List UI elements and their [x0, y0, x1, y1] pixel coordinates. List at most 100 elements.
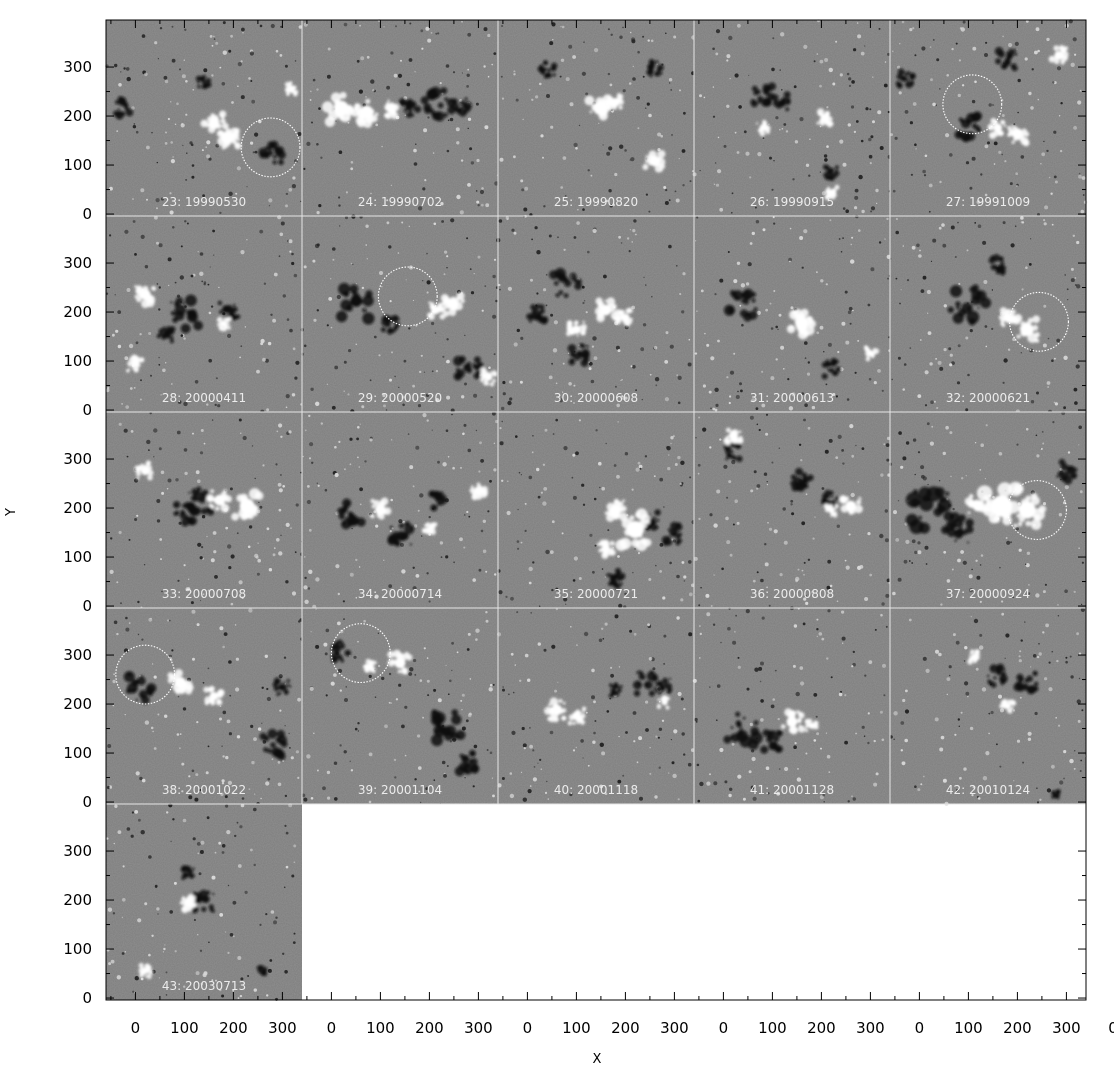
- network-speck: [280, 221, 285, 226]
- network-speck: [183, 337, 186, 340]
- magnetogram-panel: 29: 20000520: [300, 214, 499, 414]
- network-speck: [760, 661, 764, 666]
- positive-polarity-core: [360, 105, 374, 119]
- negative-polarity-patch: [174, 510, 180, 516]
- network-speck: [649, 772, 652, 775]
- positive-polarity-patch: [234, 142, 240, 148]
- x-tick-label: 200: [415, 1019, 444, 1037]
- panel-label: 40: 20001118: [554, 783, 638, 797]
- network-speck: [919, 249, 921, 252]
- network-speck: [1048, 176, 1051, 179]
- network-speck: [1020, 216, 1024, 220]
- network-speck: [605, 442, 607, 445]
- negative-polarity-patch: [620, 576, 624, 580]
- x-tick-label: 0: [523, 1019, 533, 1037]
- network-speck: [560, 26, 562, 28]
- positive-polarity-patch: [222, 327, 227, 332]
- network-speck: [140, 188, 145, 193]
- positive-polarity-patch: [572, 721, 576, 725]
- network-speck: [745, 609, 750, 614]
- network-speck: [158, 977, 160, 979]
- network-speck: [737, 665, 741, 669]
- negative-polarity-patch: [968, 318, 976, 326]
- network-speck: [528, 475, 533, 480]
- negative-polarity-patch: [753, 91, 758, 96]
- positive-polarity-patch: [606, 100, 613, 106]
- network-speck: [930, 260, 933, 262]
- network-speck: [540, 768, 543, 770]
- network-speck: [659, 570, 662, 573]
- network-speck: [825, 383, 828, 386]
- network-speck: [337, 668, 343, 674]
- negative-polarity-patch: [1053, 794, 1058, 799]
- positive-polarity-patch: [780, 724, 786, 729]
- network-speck: [285, 394, 290, 399]
- network-speck: [144, 265, 149, 269]
- network-speck: [355, 597, 358, 599]
- positive-polarity-patch: [618, 99, 624, 105]
- negative-polarity-patch: [1032, 670, 1038, 677]
- network-speck: [696, 763, 700, 767]
- negative-polarity-patch: [530, 304, 537, 311]
- network-speck: [125, 405, 129, 409]
- network-speck: [618, 735, 620, 738]
- network-speck: [887, 277, 889, 280]
- network-speck: [502, 392, 506, 396]
- network-speck: [836, 524, 840, 528]
- network-speck: [581, 483, 585, 487]
- network-speck: [914, 54, 917, 57]
- network-speck: [225, 804, 229, 808]
- x-tick-label: 100: [170, 1019, 199, 1037]
- network-speck: [275, 463, 278, 466]
- network-speck: [128, 622, 131, 624]
- network-speck: [237, 864, 242, 868]
- network-speck: [650, 39, 654, 43]
- network-speck: [239, 356, 242, 359]
- network-speck: [1014, 225, 1017, 227]
- network-speck: [162, 368, 166, 373]
- network-speck: [898, 91, 902, 95]
- network-speck: [219, 211, 222, 215]
- network-speck: [288, 188, 293, 192]
- negative-polarity-patch: [977, 306, 980, 309]
- network-speck: [412, 384, 415, 388]
- network-speck: [339, 225, 341, 227]
- network-speck: [502, 380, 506, 385]
- network-speck: [801, 392, 805, 395]
- network-speck: [1001, 600, 1004, 603]
- network-speck: [1051, 764, 1055, 769]
- network-speck: [114, 63, 118, 68]
- network-speck: [460, 466, 462, 469]
- positive-polarity-patch: [611, 546, 614, 550]
- network-speck: [1051, 651, 1053, 653]
- network-speck: [205, 146, 208, 149]
- positive-polarity-patch: [151, 286, 157, 291]
- network-speck: [443, 774, 447, 778]
- network-speck: [939, 180, 942, 184]
- positive-polarity-patch: [216, 698, 222, 704]
- positive-polarity-patch: [609, 540, 615, 546]
- network-speck: [946, 74, 949, 77]
- network-speck: [310, 387, 314, 391]
- network-speck: [726, 540, 731, 545]
- network-speck: [196, 623, 200, 627]
- network-speck: [677, 375, 682, 380]
- network-speck: [644, 107, 647, 109]
- network-speck: [897, 65, 901, 69]
- network-speck: [758, 666, 763, 671]
- network-speck: [777, 717, 780, 721]
- positive-polarity-patch: [631, 539, 640, 548]
- positive-polarity-core: [845, 500, 857, 512]
- network-speck: [587, 250, 590, 254]
- negative-polarity-patch: [970, 113, 976, 119]
- network-speck: [712, 115, 716, 118]
- network-speck: [872, 76, 874, 78]
- network-speck: [757, 152, 762, 157]
- network-speck: [696, 216, 699, 219]
- positive-polarity-patch: [293, 92, 298, 97]
- network-speck: [881, 602, 885, 606]
- network-speck: [1074, 750, 1076, 752]
- network-speck: [873, 782, 878, 787]
- negative-polarity-patch: [158, 328, 163, 333]
